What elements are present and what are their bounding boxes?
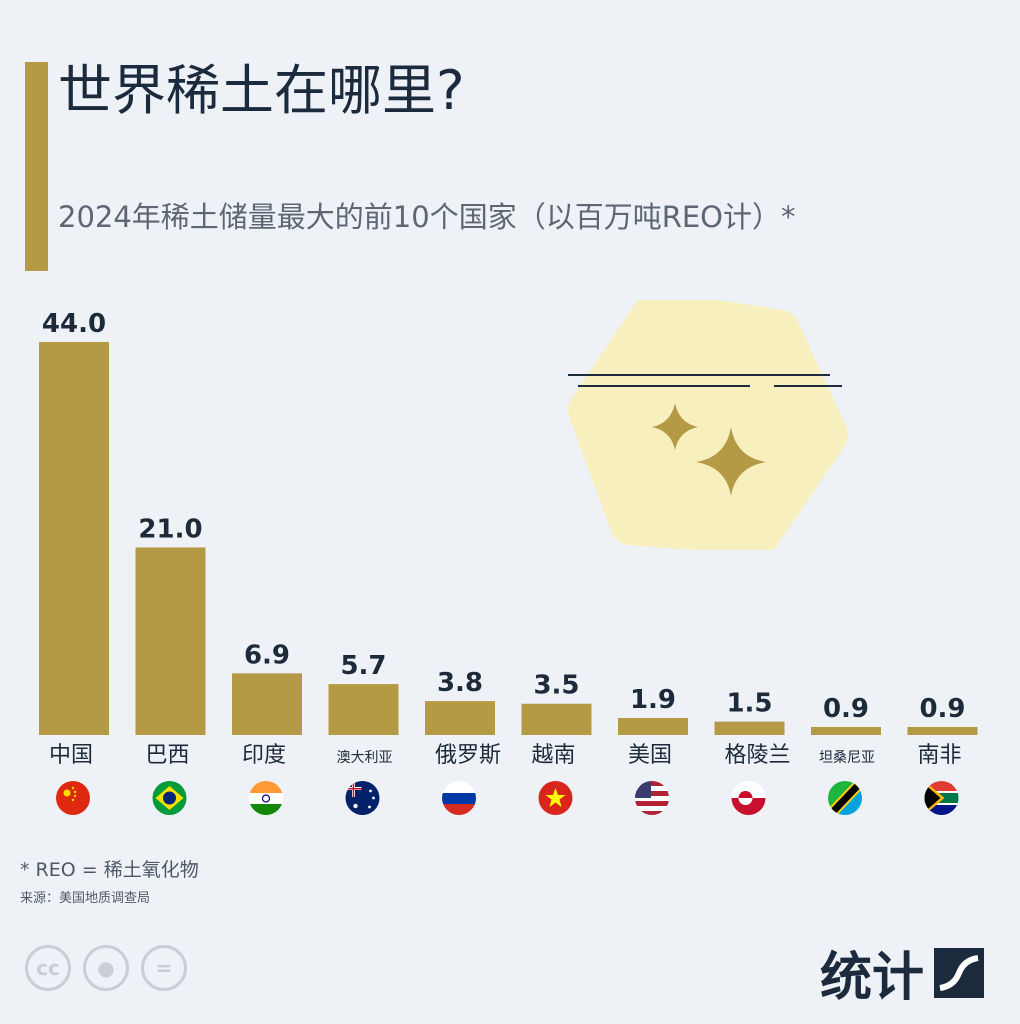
category-label-2: 印度 [242, 743, 286, 768]
value-label-1: 21.0 [138, 514, 202, 544]
attribution-icon[interactable]: ● [83, 945, 129, 991]
brand-name: 统计 [820, 948, 925, 1008]
category-label-6: 美国 [628, 743, 672, 768]
value-label-3: 5.7 [340, 651, 386, 681]
category-label-3: 澳大利亚 [337, 750, 393, 766]
vietnam-flag-icon [538, 781, 573, 815]
bar-2 [232, 673, 302, 735]
category-label-9: 南非 [918, 743, 962, 768]
chart-subtitle: 2024年稀土储量最大的前10个国家（以百万吨REO计）* [58, 200, 796, 234]
source-note: 来源：美国地质调查局 [20, 891, 151, 906]
bar-chart: 44.0 中国 21.0 巴西 6.9 印度 5.7 澳大利亚 3.8 俄罗斯 3.5 越南 1.9 美国… [39, 309, 978, 815]
bar-8 [811, 726, 881, 735]
china-flag-icon [56, 781, 90, 815]
cc-icon[interactable]: cc [25, 945, 71, 991]
value-label-7: 1.5 [726, 689, 772, 719]
brand: 统计 [820, 935, 985, 1010]
tanzania-flag-icon [828, 781, 862, 815]
value-label-0: 44.0 [42, 309, 106, 339]
footnote: * REO = 稀土氧化物 [20, 859, 199, 881]
category-label-5: 越南 [532, 743, 576, 768]
value-label-4: 3.8 [437, 668, 483, 698]
bar-7 [714, 721, 785, 735]
bar-1 [135, 547, 206, 735]
page-title: 世界稀土在哪里? [58, 59, 465, 122]
bar-6 [618, 718, 688, 735]
category-label-1: 巴西 [146, 743, 190, 768]
no-derivatives-icon[interactable]: = [141, 945, 187, 991]
south-africa-flag-icon [924, 781, 959, 815]
bar-4 [425, 701, 495, 735]
bar-5 [521, 703, 592, 735]
india-flag-icon [249, 781, 283, 815]
category-label-4: 俄罗斯 [435, 743, 501, 768]
value-label-9: 0.9 [919, 694, 965, 724]
brand-logo-icon[interactable] [934, 947, 985, 998]
category-label-7: 格陵兰 [725, 743, 791, 768]
accent-bar [25, 62, 48, 271]
value-label-8: 0.9 [823, 694, 869, 724]
license-icons: cc ● = [25, 945, 187, 991]
value-label-6: 1.9 [630, 685, 676, 715]
australia-flag-icon [345, 781, 380, 815]
bar-0 [39, 342, 109, 735]
category-label-8: 坦桑尼亚 [819, 750, 875, 766]
brazil-flag-icon [152, 781, 187, 815]
value-label-5: 3.5 [533, 671, 579, 701]
bar-9 [907, 726, 978, 735]
bar-3 [328, 684, 399, 735]
category-label-0: 中国 [49, 743, 93, 768]
usa-flag-icon [635, 781, 669, 815]
value-label-2: 6.9 [244, 640, 290, 670]
sparkle-decoration-icon [568, 300, 848, 550]
greenland-flag-icon [731, 781, 766, 815]
russia-flag-icon [442, 781, 476, 815]
